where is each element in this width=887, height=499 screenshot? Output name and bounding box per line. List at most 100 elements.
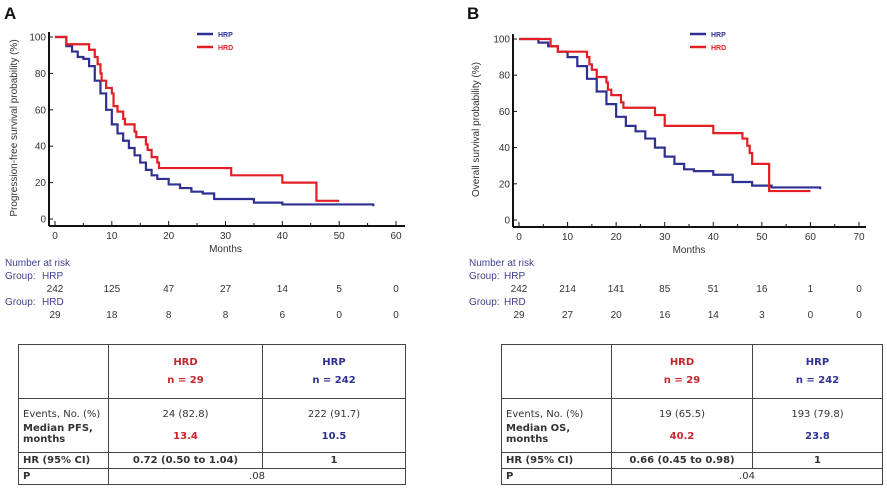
risk-count: 0: [393, 310, 399, 321]
risk-count: 14: [708, 310, 720, 321]
risk-count: 242: [511, 284, 528, 295]
hr-hrd: 0.72 (0.50 to 1.04): [108, 452, 263, 469]
median-hrp: 10.5: [321, 430, 347, 442]
risk-group-name: HRD: [42, 297, 64, 308]
risk-group-name: HRD: [504, 297, 526, 308]
risk-table-title: Number at risk: [5, 258, 71, 269]
x-tick-label: 60: [805, 232, 817, 243]
hr-label: HR (95% CI): [501, 452, 612, 469]
p-value: .08: [108, 468, 406, 485]
events-hrd: 19 (65.5): [659, 408, 705, 420]
hr-hrp: 1: [752, 452, 883, 469]
hrd-values: 19 (65.5) 40.2: [611, 398, 753, 453]
median-label: Median PFS,: [23, 422, 93, 434]
y-tick-label: 80: [35, 69, 47, 80]
summary-table-a: HRD n = 29 HRP n = 242 Events, No. (%) Medi…: [18, 344, 406, 485]
risk-count: 242: [47, 284, 64, 295]
y-tick-label: 0: [40, 215, 46, 226]
risk-count: 0: [393, 284, 399, 295]
x-axis-label: Months: [673, 245, 706, 256]
risk-count: 0: [856, 284, 862, 295]
risk-group-prefix: Group:: [5, 297, 36, 308]
risk-count: 51: [708, 284, 720, 295]
legend-label-hrp: HRP: [218, 32, 233, 39]
series-line-hrd: [519, 37, 811, 193]
x-tick-label: 10: [106, 231, 118, 242]
risk-count: 29: [513, 310, 525, 321]
risk-count: 214: [559, 284, 576, 295]
legend-label-hrd: HRD: [218, 45, 233, 52]
x-tick-label: 60: [390, 231, 402, 242]
x-tick-label: 20: [163, 231, 175, 242]
risk-group-prefix: Group:: [5, 271, 36, 282]
hrp-values: 222 (91.7) 10.5: [262, 398, 406, 453]
risk-count: 18: [106, 310, 118, 321]
risk-count: 29: [49, 310, 61, 321]
panel-letter: B: [467, 4, 479, 23]
risk-count: 141: [608, 284, 625, 295]
median-label-unit: months: [23, 433, 66, 445]
x-tick-label: 50: [756, 232, 768, 243]
median-hrd: 13.4: [173, 430, 198, 442]
risk-count: 85: [659, 284, 671, 295]
x-tick-label: 20: [611, 232, 623, 243]
events-label: Events, No. (%): [506, 408, 584, 420]
panel-letter: A: [4, 4, 16, 23]
risk-count: 6: [280, 310, 286, 321]
x-tick-label: 70: [853, 232, 865, 243]
y-tick-label: 80: [499, 71, 511, 82]
risk-count: 0: [336, 310, 342, 321]
p-label: P: [18, 468, 109, 485]
y-tick-label: 60: [499, 107, 511, 118]
risk-count: 5: [336, 284, 342, 295]
x-tick-label: 50: [334, 231, 346, 242]
hrp-label: HRP: [322, 356, 346, 368]
empty-header: [18, 344, 109, 399]
y-tick-label: 100: [493, 35, 510, 46]
risk-count: 16: [659, 310, 671, 321]
risk-count: 1: [808, 284, 814, 295]
legend-label-hrp: HRP: [711, 32, 726, 39]
y-tick-label: 0: [504, 216, 510, 227]
median-label-unit: months: [506, 433, 549, 445]
hr-hrd: 0.66 (0.45 to 0.98): [611, 452, 753, 469]
hr-label: HR (95% CI): [18, 452, 109, 469]
p-label: P: [501, 468, 612, 485]
risk-group-name: HRP: [504, 271, 525, 282]
x-tick-label: 30: [659, 232, 671, 243]
y-tick-label: 100: [29, 33, 46, 44]
risk-table-title: Number at risk: [469, 258, 535, 269]
hrd-header: HRD n = 29: [611, 344, 753, 399]
series-line-hrd: [55, 35, 340, 202]
risk-count: 14: [277, 284, 289, 295]
series-line-hrp: [519, 37, 822, 190]
risk-group-prefix: Group:: [469, 297, 500, 308]
series-line-hrp: [55, 35, 375, 207]
hrd-header: HRD n = 29: [108, 344, 263, 399]
x-tick-label: 0: [52, 231, 58, 242]
x-tick-label: 30: [220, 231, 232, 242]
median-label: Median OS,: [506, 422, 571, 434]
risk-count: 3: [759, 310, 765, 321]
risk-count: 8: [223, 310, 229, 321]
hrd-values: 24 (82.8) 13.4: [108, 398, 263, 453]
hrd-n: n = 29: [167, 374, 204, 386]
x-tick-label: 10: [562, 232, 574, 243]
x-axis-label: Months: [209, 244, 242, 255]
hrp-header: HRP n = 242: [262, 344, 406, 399]
risk-count: 20: [611, 310, 623, 321]
hrd-n: n = 29: [663, 374, 701, 386]
events-label: Events, No. (%): [23, 408, 101, 420]
x-tick-label: 40: [708, 232, 720, 243]
events-median-labels: Events, No. (%) Median OS, months: [501, 398, 612, 453]
risk-count: 0: [808, 310, 814, 321]
empty-header: [501, 344, 612, 399]
y-tick-label: 60: [35, 105, 47, 116]
events-hrp: 193 (79.8): [791, 408, 844, 420]
risk-count: 0: [856, 310, 862, 321]
summary-table-b: HRD n = 29 HRP n = 242 Events, No. (%) Medi…: [501, 344, 883, 485]
hr-hrp: 1: [262, 452, 406, 469]
y-tick-label: 40: [499, 143, 511, 154]
